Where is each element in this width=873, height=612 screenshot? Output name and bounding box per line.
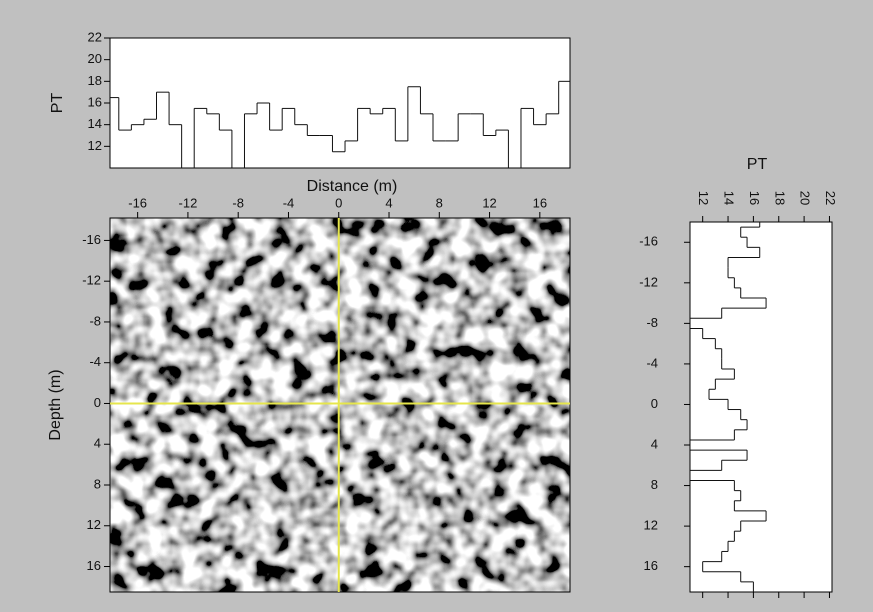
x-tick-label: 22 <box>823 191 838 205</box>
x-tick-label: 12 <box>696 191 711 205</box>
map-image <box>110 218 570 592</box>
x-tick-label: 16 <box>533 195 547 210</box>
y-tick-label: 12 <box>88 138 102 153</box>
y-axis-label: Depth (m) <box>47 369 64 440</box>
profile-plot <box>110 80 570 168</box>
y-axis-label: PT <box>49 93 66 114</box>
x-tick-label: -16 <box>128 195 147 210</box>
x-tick-label: 18 <box>772 191 787 205</box>
map-frame <box>109 217 571 593</box>
x-axis-label: PT <box>747 156 768 173</box>
y-tick-label: 8 <box>94 476 101 491</box>
y-tick-label: 18 <box>88 73 102 88</box>
x-axis-label: Distance (m) <box>307 178 398 195</box>
y-tick-label: -4 <box>646 355 658 370</box>
y-tick-label: 0 <box>94 395 101 410</box>
y-tick-label: 22 <box>88 29 102 44</box>
x-tick-label: -4 <box>283 195 295 210</box>
y-tick-label: -12 <box>82 273 101 288</box>
y-tick-label: 12 <box>87 517 101 532</box>
y-tick-label: 14 <box>88 116 102 131</box>
profile-plot <box>690 222 767 592</box>
y-tick-label: -4 <box>89 354 101 369</box>
y-tick-label: 0 <box>651 396 658 411</box>
y-tick-label: 16 <box>644 558 658 573</box>
profile-frame <box>109 37 571 169</box>
y-tick-label: 16 <box>87 558 101 573</box>
x-tick-label: -8 <box>232 195 244 210</box>
y-tick-label: -16 <box>82 232 101 247</box>
y-tick-label: -12 <box>639 274 658 289</box>
x-tick-label: 8 <box>436 195 443 210</box>
x-tick-label: 16 <box>747 191 762 205</box>
x-tick-label: 4 <box>385 195 392 210</box>
y-tick-label: -16 <box>639 234 658 249</box>
profile-frame <box>689 221 833 593</box>
y-tick-label: 20 <box>88 51 102 66</box>
y-tick-label: 16 <box>88 94 102 109</box>
x-tick-label: 14 <box>722 191 737 205</box>
x-tick-label: 0 <box>335 195 342 210</box>
y-tick-label: 12 <box>644 518 658 533</box>
y-tick-label: -8 <box>646 315 658 330</box>
y-tick-label: 4 <box>94 436 101 451</box>
y-tick-label: 8 <box>651 477 658 492</box>
y-tick-label: -8 <box>89 313 101 328</box>
x-tick-label: -12 <box>179 195 198 210</box>
x-tick-label: 20 <box>798 191 813 205</box>
x-tick-label: 12 <box>482 195 496 210</box>
y-tick-label: 4 <box>651 436 658 451</box>
